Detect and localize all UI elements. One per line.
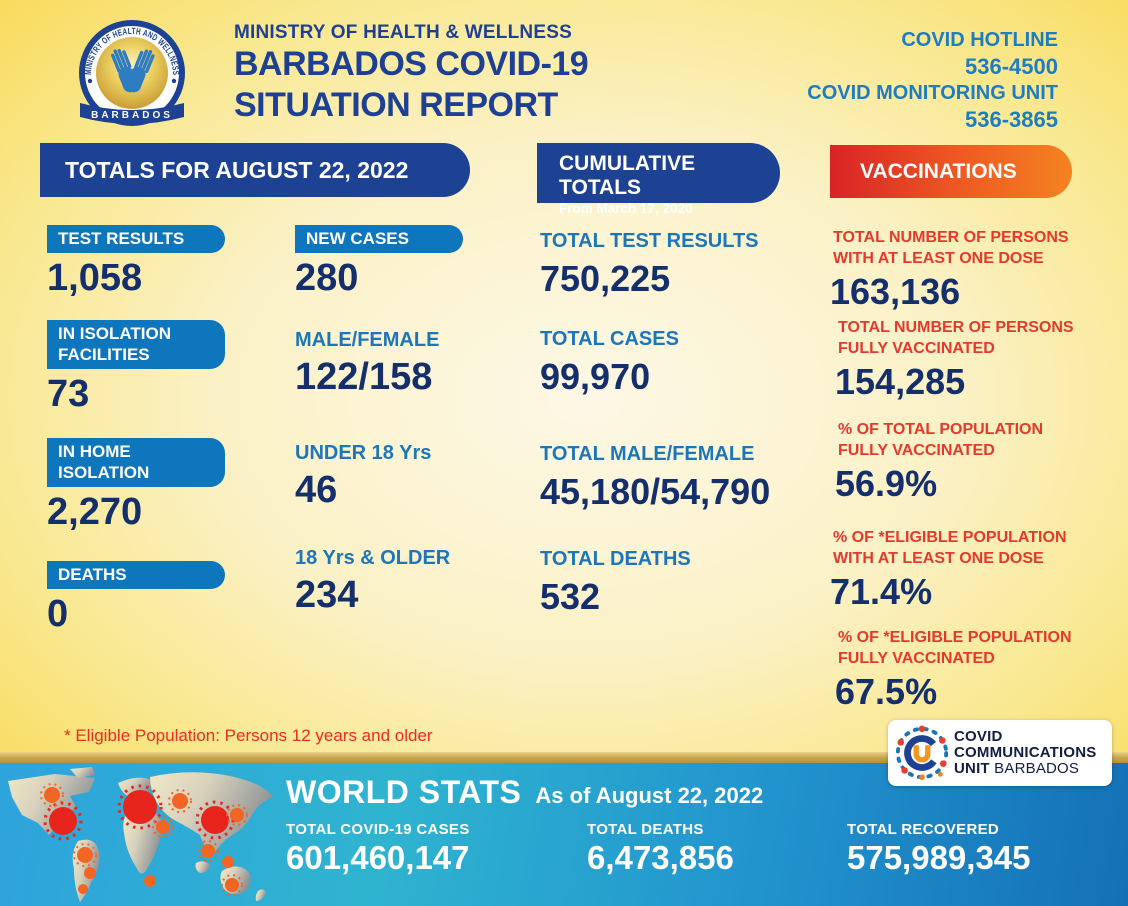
stat-value: 575,989,345	[847, 839, 1031, 876]
stat-value: 1,058	[47, 257, 143, 299]
stat-fully-vaccinated: TOTAL NUMBER OF PERSONS FULLY VACCINATED…	[835, 317, 1090, 402]
stat-label: IN ISOLATION FACILITIES	[47, 320, 225, 369]
cumulative-header-title: CUMULATIVE TOTALS	[559, 152, 696, 199]
stat-label: TOTAL DEATHS	[587, 821, 704, 838]
stat-label: TOTAL COVID-19 CASES	[286, 821, 470, 838]
logo-banner-text: BARBADOS	[91, 110, 173, 121]
stat-value: 234	[295, 574, 359, 616]
stat-deaths: DEATHS 0	[47, 561, 225, 635]
stat-value: 601,460,147	[286, 839, 470, 876]
stat-label: TEST RESULTS	[47, 225, 225, 253]
vaccinations-header: VACCINATIONS	[830, 145, 1072, 198]
hotline-label: COVID HOTLINE	[901, 29, 1058, 51]
eligible-population-footnote: * Eligible Population: Persons 12 years …	[64, 726, 433, 745]
stat-label: TOTAL NUMBER OF PERSONS WITH AT LEAST ON…	[833, 229, 1069, 267]
world-stats-date: As of August 22, 2022	[535, 783, 764, 808]
stat-label: TOTAL TEST RESULTS	[540, 230, 759, 252]
stat-total-male-female: TOTAL MALE/FEMALE 45,180/54,790	[540, 443, 770, 512]
stat-total-deaths: TOTAL DEATHS 532	[540, 548, 691, 617]
stat-label: UNDER 18 Yrs	[295, 442, 432, 464]
daily-totals-header: TOTALS FOR AUGUST 22, 2022	[40, 143, 470, 197]
stat-value: 280	[295, 257, 359, 299]
stat-value: 45,180/54,790	[540, 471, 771, 512]
covid-communications-unit-logo: COVID COMMUNICATIONS UNIT BARBADOS	[888, 720, 1112, 786]
stat-value: 73	[47, 373, 90, 415]
stat-pct-eligible-fully-vaccinated: % OF *ELIGIBLE POPULATION FULLY VACCINAT…	[835, 627, 1090, 712]
world-stats-title-row: WORLD STATS As of August 22, 2022	[286, 774, 763, 811]
ministry-name: MINISTRY OF HEALTH & WELLNESS	[234, 22, 572, 43]
stat-value: 6,473,856	[587, 839, 734, 876]
gold-divider	[0, 752, 1128, 763]
stat-18-and-older: 18 Yrs & OLDER 234	[295, 547, 450, 616]
stat-value: 163,136	[830, 271, 961, 312]
stat-label: TOTAL RECOVERED	[847, 821, 1000, 838]
report-title-block: MINISTRY OF HEALTH & WELLNESS BARBADOS C…	[234, 22, 589, 126]
stat-in-home-isolation: IN HOME ISOLATION 2,270	[47, 438, 225, 533]
hotline-block: COVID HOTLINE 536-4500 COVID MONITORING …	[807, 28, 1058, 134]
stat-label: TOTAL MALE/FEMALE	[540, 443, 755, 465]
world-stats-title: WORLD STATS	[286, 774, 522, 810]
hotline-number: 536-4500	[965, 54, 1058, 79]
stat-value: 67.5%	[835, 671, 938, 712]
stat-label: % OF TOTAL POPULATION FULLY VACCINATED	[838, 421, 1044, 459]
stat-label: DEATHS	[47, 561, 225, 589]
stat-label: MALE/FEMALE	[295, 329, 440, 351]
stat-label: TOTAL NUMBER OF PERSONS FULLY VACCINATED	[838, 319, 1074, 357]
virus-hotspots	[40, 783, 248, 896]
ministry-of-health-logo: MINISTRY OF HEALTH AND WELLNESS BARBAD	[79, 20, 185, 126]
stat-world-total-cases: TOTAL COVID-19 CASES 601,460,147	[286, 821, 470, 877]
stat-test-results: TEST RESULTS 1,058	[47, 225, 225, 299]
stat-label: TOTAL CASES	[540, 328, 679, 350]
stat-value: 122/158	[295, 356, 433, 398]
stat-value: 532	[540, 576, 601, 617]
stat-male-female: MALE/FEMALE 122/158	[295, 329, 439, 398]
hands-icon	[110, 48, 155, 93]
stat-value: 0	[47, 593, 69, 635]
stat-value: 71.4%	[830, 571, 933, 612]
world-map	[8, 767, 273, 902]
report-title-line2: SITUATION REPORT	[234, 86, 558, 124]
stat-world-total-recovered: TOTAL RECOVERED 575,989,345	[847, 821, 1031, 877]
stat-value: 46	[295, 469, 338, 511]
stat-value: 2,270	[47, 491, 143, 533]
stat-pct-eligible-one-dose: % OF *ELIGIBLE POPULATION WITH AT LEAST …	[830, 527, 1085, 612]
monitoring-unit-number: 536-3865	[965, 107, 1058, 132]
ccu-text: COVID COMMUNICATIONS UNIT BARBADOS	[954, 729, 1097, 777]
ccu-virus-icon	[895, 725, 949, 781]
ccu-line1: COVID	[954, 728, 1003, 745]
stat-at-least-one-dose: TOTAL NUMBER OF PERSONS WITH AT LEAST ON…	[830, 227, 1085, 312]
stat-label: % OF *ELIGIBLE POPULATION FULLY VACCINAT…	[838, 629, 1072, 667]
stat-label: NEW CASES	[295, 225, 463, 253]
stat-new-cases: NEW CASES 280	[295, 225, 463, 299]
stat-value: 56.9%	[835, 463, 938, 504]
ccu-line3: UNIT BARBADOS	[954, 760, 1080, 777]
stat-label: 18 Yrs & OLDER	[295, 547, 451, 569]
logo-banner	[80, 103, 184, 124]
cumulative-totals-header: CUMULATIVE TOTALS From March 17, 2020	[537, 143, 780, 216]
stat-label: TOTAL DEATHS	[540, 548, 691, 570]
stat-under-18: UNDER 18 Yrs 46	[295, 442, 431, 511]
ccu-line2: COMMUNICATIONS	[954, 744, 1097, 761]
stat-label: % OF *ELIGIBLE POPULATION WITH AT LEAST …	[833, 529, 1067, 567]
stat-value: 154,285	[835, 361, 966, 402]
stat-value: 99,970	[540, 356, 651, 397]
stat-total-test-results: TOTAL TEST RESULTS 750,225	[540, 230, 759, 299]
stat-in-isolation-facilities: IN ISOLATION FACILITIES 73	[47, 320, 225, 415]
stat-world-total-deaths: TOTAL DEATHS 6,473,856	[587, 821, 734, 877]
stat-value: 750,225	[540, 258, 671, 299]
stat-label: IN HOME ISOLATION	[47, 438, 225, 487]
stat-total-cases: TOTAL CASES 99,970	[540, 328, 679, 397]
cumulative-header-subtitle: From March 17, 2020	[559, 201, 693, 216]
report-title-line1: BARBADOS COVID-19	[234, 45, 589, 83]
stat-pct-total-population-fully-vaccinated: % OF TOTAL POPULATION FULLY VACCINATED 5…	[835, 419, 1090, 504]
monitoring-unit-label: COVID MONITORING UNIT	[807, 82, 1058, 104]
